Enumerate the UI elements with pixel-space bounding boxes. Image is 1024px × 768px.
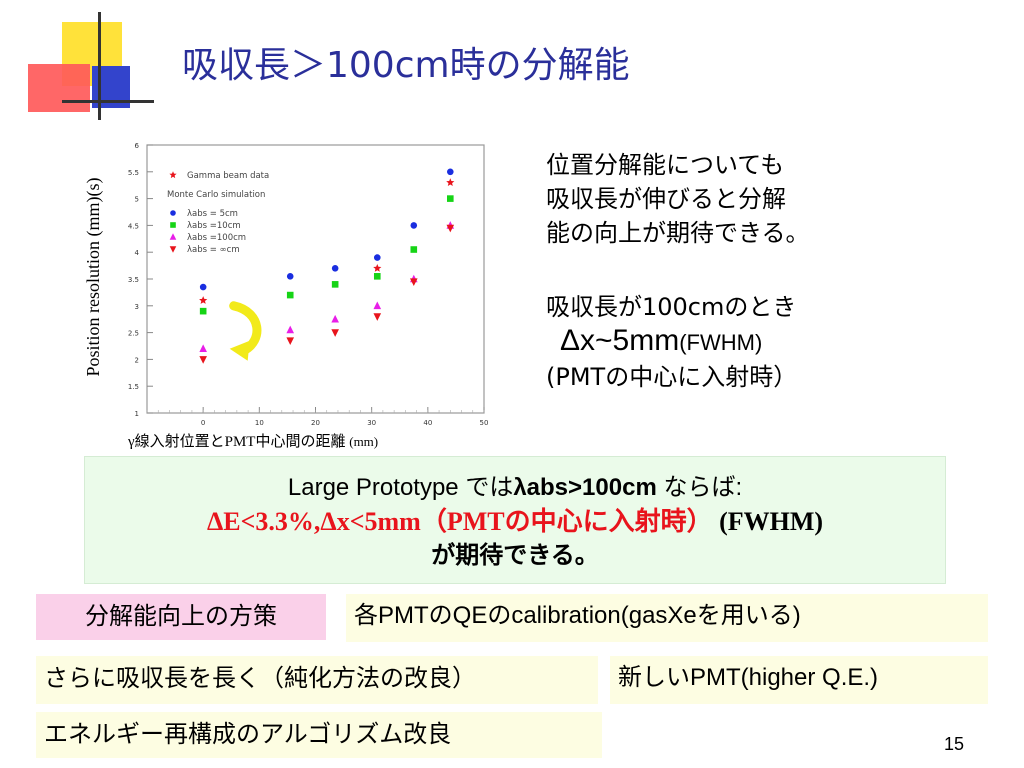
data-point-square	[447, 195, 454, 202]
data-point-circle	[170, 210, 176, 216]
right-p1-line: 吸収長が伸びると分解	[546, 185, 786, 213]
right-p2-line1: 吸収長が100cmのとき	[546, 293, 797, 321]
right-p1-line: 能の向上が期待できる。	[546, 219, 810, 247]
data-point-circle	[199, 283, 207, 291]
slide-title: 吸収長＞100cm時の分解能	[182, 45, 630, 86]
data-point-square	[331, 281, 339, 288]
improvement-arrow-head	[229, 340, 250, 361]
y-tick-label: 1.5	[128, 383, 139, 391]
y-tick-label: 4	[135, 249, 140, 257]
x-tick-label: 20	[311, 419, 320, 427]
x-tick-label: 10	[255, 419, 264, 427]
delta-x-value: Δx~5mm	[560, 324, 680, 357]
right-p2-line3: (PMTの中心に入射時）	[546, 363, 798, 391]
y-tick-label: 2.5	[128, 330, 139, 338]
qe-calibration-box: 各PMTのQEのcalibration(gasXeを用いる)	[346, 594, 988, 642]
data-point-triangle-up	[286, 325, 295, 334]
absorption-length-box: さらに吸収長を長く（純化方法の改良）	[36, 656, 598, 704]
y-tick-label: 4.5	[128, 222, 139, 230]
summary-line-3: が期待できる。	[431, 541, 599, 569]
legend-label: λabs = 5cm	[187, 209, 238, 219]
fwhm-label: (FWHM)	[679, 330, 763, 355]
data-point-triangle-up	[331, 314, 339, 323]
right-paragraph-1: 位置分解能についても 吸収長が伸びると分解 能の向上が期待できる。	[546, 148, 810, 250]
chart-xlabel-text: γ線入射位置とPMT中心間の距離	[128, 434, 346, 450]
y-tick-label: 6	[135, 142, 140, 150]
data-point-square	[286, 291, 294, 299]
data-point-star	[199, 296, 208, 304]
y-tick-label: 5	[135, 196, 139, 204]
summary-box: Large Prototype ではλabs>100cm ならば: ΔE<3.3…	[84, 456, 946, 584]
summary-line1-b: λabs>100cm	[513, 474, 657, 501]
data-point-triangle-down	[409, 278, 418, 286]
y-tick-label: 5.5	[128, 169, 139, 177]
decor-horizontal-line	[62, 100, 154, 103]
right-p1-line: 位置分解能についても	[546, 151, 785, 179]
data-point-square	[199, 307, 207, 315]
plot-frame	[146, 144, 485, 414]
summary-line1-c: ならば:	[656, 474, 743, 501]
summary-line-2: ΔE<3.3%,Δx<5mm（PMTの中心に入射時） (FWHM)	[85, 501, 945, 538]
data-point-star	[373, 264, 382, 272]
y-tick-label: 3	[135, 303, 139, 311]
improvement-heading-box: 分解能向上の方策	[36, 594, 326, 640]
data-point-square	[410, 246, 418, 253]
right-p2-line2: Δx~5mm(FWHM)	[546, 324, 797, 360]
summary-line2-red: ΔE<3.3%,Δx<5mm（PMTの中心に入射時）	[206, 507, 713, 536]
data-point-circle	[447, 168, 454, 176]
decor-vertical-line	[98, 12, 101, 120]
data-point-triangle-up	[169, 233, 177, 240]
legend-label: λabs =100cm	[187, 233, 246, 243]
summary-line-1: Large Prototype ではλabs>100cm ならば:	[85, 467, 945, 502]
data-point-circle	[286, 273, 294, 280]
data-point-triangle-down	[373, 313, 382, 321]
data-point-circle	[331, 264, 339, 272]
data-point-triangle-up	[373, 301, 382, 310]
right-paragraph-2: 吸収長が100cmのとき Δx~5mm(FWHM) (PMTの中心に入射時）	[546, 290, 797, 394]
y-tick-label: 3.5	[128, 276, 139, 284]
x-tick-label: 0	[201, 419, 205, 427]
page-number: 15	[944, 734, 965, 754]
data-point-square	[170, 222, 176, 228]
decor-red-square	[28, 64, 90, 112]
chart-xlabel: γ線入射位置とPMT中心間の距離 (mm)	[128, 430, 378, 451]
legend-label: λabs =10cm	[187, 221, 241, 231]
data-point-triangle-down	[199, 356, 207, 364]
y-tick-label: 1	[135, 410, 139, 418]
x-tick-label: 50	[480, 419, 489, 427]
y-tick-label: 2	[135, 356, 139, 364]
resolution-chart: 1 1.5 2 2.5 3 3.5 4 4.5 5 5.5 6 0 10 20 30 40 50 Gamma be…	[80, 130, 500, 460]
data-point-triangle-down	[446, 224, 455, 233]
data-point-triangle-down	[286, 337, 295, 345]
data-point-triangle-down	[169, 246, 177, 253]
legend-label: Gamma beam data	[187, 171, 269, 181]
chart-xlabel-unit: (mm)	[349, 434, 379, 449]
new-pmt-box: 新しいPMT(higher Q.E.)	[610, 656, 988, 704]
data-point-triangle-down	[331, 329, 339, 337]
algorithm-box: エネルギー再構成のアルゴリズム改良	[36, 712, 602, 758]
data-point-circle	[410, 222, 418, 229]
chart-svg: 1 1.5 2 2.5 3 3.5 4 4.5 5 5.5 6 0 10 20 30 40 50 Gamma be…	[128, 142, 489, 427]
summary-line2-black: (FWHM)	[712, 507, 824, 536]
data-point-circle	[373, 254, 381, 261]
x-tick-label: 30	[367, 419, 376, 427]
legend-header: Monte Carlo simulation	[167, 190, 265, 200]
data-point-star	[446, 178, 455, 186]
data-point-triangle-up	[199, 344, 207, 352]
legend-label: λabs = ∞cm	[187, 245, 240, 255]
data-point-square	[373, 273, 381, 280]
x-tick-label: 40	[423, 419, 432, 427]
summary-line1-a: Large Prototype では	[287, 474, 514, 501]
data-point-star	[169, 171, 177, 179]
